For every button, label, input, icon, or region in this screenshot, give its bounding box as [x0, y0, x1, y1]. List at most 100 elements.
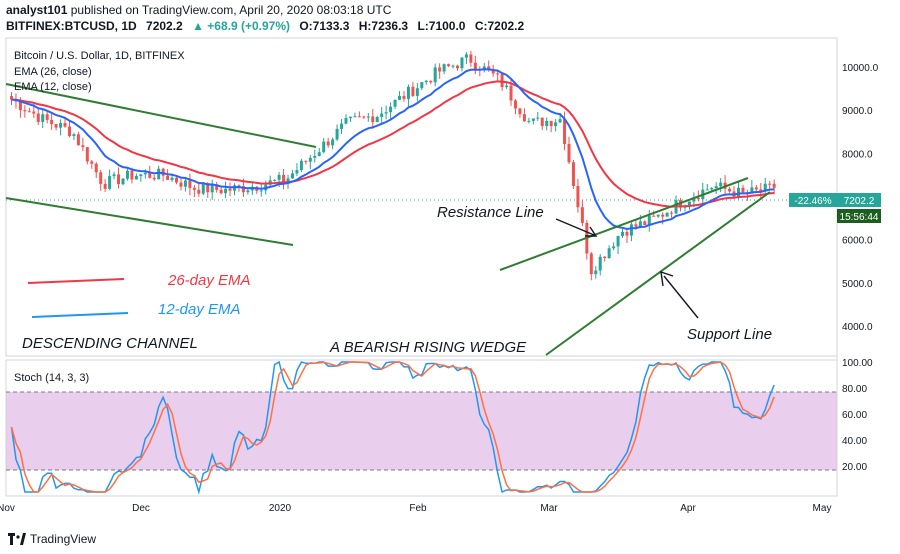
- candle-body: [563, 119, 567, 144]
- candle-body: [612, 246, 616, 249]
- candle-body: [206, 183, 210, 193]
- candle-body: [23, 110, 27, 112]
- ema12-label: 12-day EMA: [158, 301, 241, 318]
- price-tick-label: 9000.0: [842, 106, 873, 117]
- candle-body: [45, 114, 49, 120]
- candle-body: [522, 114, 526, 122]
- candle-body: [384, 112, 388, 114]
- candle-body: [402, 95, 406, 99]
- high-value: H:7236.3: [358, 19, 409, 33]
- stoch-tick-label: 100.00: [842, 358, 873, 369]
- candle-body: [371, 116, 375, 123]
- candle-body: [125, 170, 129, 179]
- time-tick-label: Nov: [0, 503, 15, 514]
- candle-body: [259, 190, 263, 192]
- candle-body: [54, 124, 58, 128]
- candle-body: [117, 174, 121, 185]
- candle-body: [50, 119, 54, 125]
- candle-body: [375, 116, 379, 123]
- candle-body: [152, 177, 156, 180]
- candle-body: [67, 126, 71, 137]
- candle-body: [491, 69, 495, 74]
- time-tick-label: Dec: [132, 503, 150, 514]
- chart-header: analyst101 published on TradingView.com,…: [0, 0, 900, 38]
- pct-change-text: -22.46%: [794, 196, 831, 207]
- candle-body: [59, 123, 63, 128]
- stoch-k-line: [10, 360, 775, 495]
- close-value: C:7202.2: [474, 19, 525, 33]
- candle-body: [192, 187, 196, 190]
- candle-body: [496, 73, 500, 75]
- candle-body: [406, 86, 410, 99]
- ema26-line: [11, 80, 775, 208]
- candle-body: [157, 168, 161, 180]
- candle-body: [558, 119, 562, 123]
- candle-body: [398, 95, 402, 100]
- candle-body: [415, 88, 419, 96]
- candle-body: [353, 116, 357, 118]
- candle-body: [170, 177, 174, 180]
- trend-lines: [5, 83, 771, 356]
- tradingview-logo[interactable]: TradingView: [8, 532, 96, 546]
- candle-body: [500, 73, 504, 88]
- candle-body: [442, 64, 446, 72]
- candle-body: [696, 197, 700, 200]
- candle-body: [545, 120, 549, 127]
- candle-body: [589, 253, 593, 275]
- candle-body: [719, 182, 723, 187]
- support-arrowhead: [660, 270, 674, 287]
- time-tick-label: 2020: [269, 503, 292, 514]
- stoch-d-line: [10, 361, 775, 493]
- candle-body: [513, 100, 517, 109]
- candle-body: [736, 187, 740, 197]
- candle-body: [710, 188, 714, 190]
- candle-body: [286, 178, 290, 183]
- candle-body: [567, 143, 571, 163]
- ema26-label: 26-day EMA: [167, 272, 251, 289]
- candle-body: [134, 176, 138, 180]
- time-axis: Nov Dec 2020 Feb Mar Apr May: [0, 503, 831, 514]
- support-arrow: [663, 275, 699, 319]
- candle-body: [429, 80, 433, 83]
- candle-body: [246, 190, 250, 193]
- candle-body: [366, 116, 370, 118]
- candle-body: [629, 224, 633, 236]
- candle-body: [76, 134, 80, 146]
- candle-body: [357, 116, 361, 118]
- candle-body: [10, 96, 13, 100]
- candle-body: [670, 212, 674, 214]
- candle-body: [130, 170, 134, 180]
- candle-body: [237, 185, 241, 187]
- published-text: published on TradingView.com, April 20, …: [70, 3, 392, 17]
- publisher-name[interactable]: analyst101: [6, 3, 68, 17]
- candle-body: [665, 212, 669, 217]
- candle-body: [571, 162, 575, 186]
- candle-body: [741, 187, 745, 193]
- candle-body: [714, 186, 718, 189]
- stoch-tick-label: 40.00: [842, 436, 867, 447]
- candle-body: [282, 174, 286, 183]
- candle-body: [759, 189, 763, 192]
- ohlc-line: BITFINEX:BTCUSD, 1D 7202.2 ▲ +68.9 (+0.9…: [6, 19, 530, 33]
- candle-body: [424, 80, 428, 83]
- candle-body: [772, 183, 776, 188]
- candle-body: [103, 183, 107, 189]
- candle-body: [643, 221, 647, 226]
- candle-body: [72, 134, 76, 137]
- candle-body: [295, 170, 299, 174]
- candle-body: [308, 157, 312, 162]
- candle-body: [340, 123, 344, 129]
- candle-body: [576, 185, 580, 208]
- candle-body: [692, 197, 696, 202]
- candle-body: [473, 62, 477, 70]
- candle-body: [754, 187, 758, 190]
- time-tick-label: Mar: [540, 503, 558, 514]
- candle-body: [179, 182, 183, 187]
- ema26-legend-stroke: [27, 278, 125, 284]
- candle-body: [273, 179, 277, 181]
- last-price: 7202.2: [146, 19, 183, 33]
- candle-body: [304, 160, 308, 162]
- stoch-tick-label: 80.00: [842, 384, 867, 395]
- footer: TradingView: [0, 528, 900, 554]
- price-chart[interactable]: 4000.05000.06000.07000.08000.09000.01000…: [0, 0, 900, 528]
